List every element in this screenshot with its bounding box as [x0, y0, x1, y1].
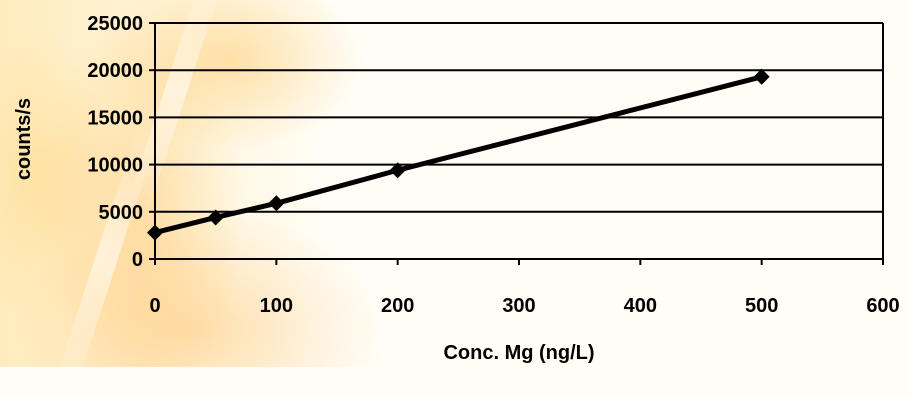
gridlines [155, 22, 883, 213]
data-point-marker [268, 195, 285, 212]
x-tick-label: 300 [502, 295, 535, 317]
y-axis-title: counts/s [13, 98, 35, 180]
series-line [154, 74, 763, 235]
data-point-marker [389, 162, 406, 179]
y-tick-labels: 0 5000 10000 15000 20000 25000 [87, 13, 143, 271]
x-tick-label: 0 [149, 295, 160, 317]
y-tick-label: 5000 [99, 202, 144, 224]
x-tick-labels: 0 100 200 300 400 500 600 [149, 295, 899, 317]
y-tick-label: 20000 [87, 60, 143, 82]
plot-axes [149, 22, 884, 265]
x-tick-label: 100 [260, 295, 293, 317]
x-tick-label: 500 [745, 295, 778, 317]
data-point-marker [147, 224, 163, 241]
data-point-marker [753, 68, 770, 85]
calibration-chart: 0 5000 10000 15000 20000 25000 0 100 200 300 400 5… [13, 13, 900, 364]
data-series [147, 68, 770, 241]
y-tick-label: 15000 [87, 107, 143, 129]
data-point-marker [207, 209, 224, 226]
x-tick-label: 600 [866, 295, 899, 317]
x-axis-title: Conc. Mg (ng/L) [443, 342, 594, 364]
x-tick-label: 200 [381, 295, 414, 317]
y-tick-label: 10000 [87, 155, 143, 177]
x-tick-label: 400 [624, 295, 657, 317]
y-tick-label: 25000 [87, 13, 143, 35]
y-tick-label: 0 [132, 249, 143, 271]
